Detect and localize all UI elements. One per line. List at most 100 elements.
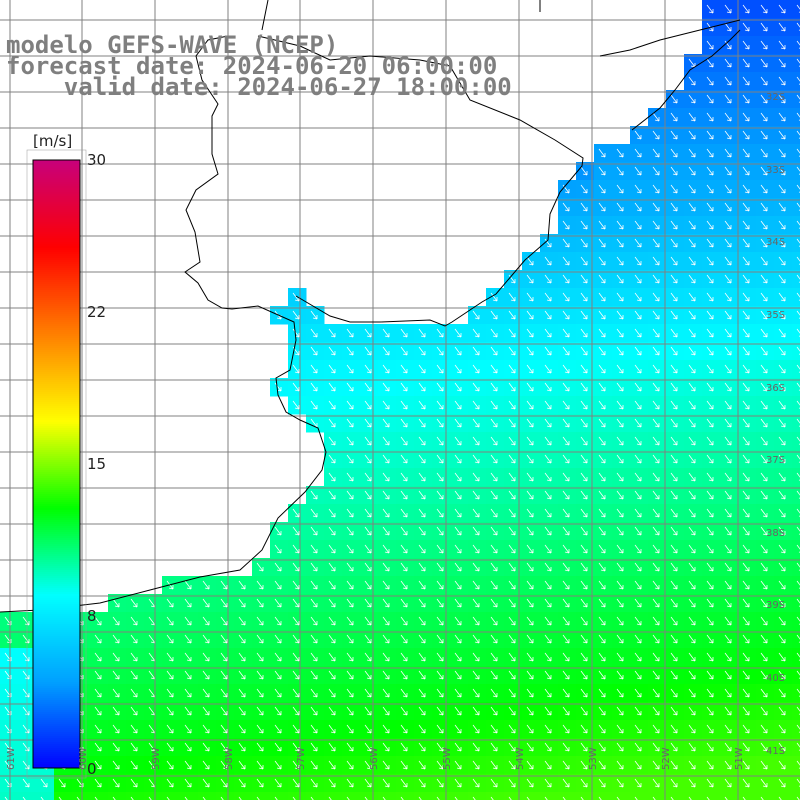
wind-arrow [472, 400, 480, 410]
wind-arrow [202, 724, 210, 734]
wind-cell [576, 270, 595, 289]
wind-cell [648, 108, 667, 127]
wind-arrow-head [582, 515, 588, 518]
wind-arrow-head [690, 785, 696, 788]
colorbar-segment [33, 446, 80, 449]
wind-cell [324, 486, 343, 505]
wind-arrow-head [636, 713, 642, 716]
wind-arrow [724, 238, 732, 248]
wind-cell [486, 756, 505, 775]
wind-cell [288, 594, 307, 613]
wind-arrow [148, 598, 156, 608]
wind-arrow [418, 382, 426, 392]
colorbar-segment [33, 224, 80, 227]
wind-arrow [112, 688, 120, 698]
wind-arrow [436, 688, 444, 698]
wind-arrow [616, 328, 624, 338]
wind-arrow-head [672, 623, 678, 626]
wind-arrow [562, 382, 570, 392]
wind-arrow [256, 778, 264, 788]
wind-arrow [796, 346, 800, 352]
wind-arrow [580, 724, 588, 734]
wind-arrow-head [510, 677, 516, 680]
wind-arrow-head [726, 371, 732, 374]
colorbar-segment [33, 380, 80, 383]
wind-arrow [724, 580, 732, 590]
wind-arrow-head [456, 515, 462, 518]
wind-arrow [256, 724, 264, 734]
wind-arrow-head [654, 245, 660, 248]
wind-arrow-head [780, 425, 786, 428]
wind-arrow [616, 238, 624, 248]
wind-arrow-head [654, 335, 660, 338]
wind-cell [576, 774, 595, 793]
wind-arrow [616, 418, 624, 428]
wind-arrow-head [474, 407, 480, 410]
wind-arrow-head [276, 713, 282, 716]
wind-arrow-head [348, 641, 354, 644]
wind-arrow-head [744, 317, 750, 320]
wind-arrow [778, 580, 786, 590]
wind-arrow-head [456, 353, 462, 356]
wind-arrow [418, 472, 426, 482]
wind-arrow-head [276, 677, 282, 680]
wind-cell [612, 648, 631, 667]
wind-cell [648, 378, 667, 397]
wind-arrow-head [546, 551, 552, 554]
wind-cell [702, 324, 721, 343]
colorbar-segment [33, 444, 80, 447]
wind-cell [792, 792, 800, 800]
wind-arrow-head [762, 641, 768, 644]
wind-arrow-head [384, 713, 390, 716]
wind-arrow-head [384, 605, 390, 608]
wind-cell [558, 792, 577, 800]
wind-arrow [616, 220, 624, 230]
wind-cell [396, 378, 415, 397]
wind-cell [756, 630, 775, 649]
wind-arrow [742, 292, 750, 302]
wind-arrow-head [600, 569, 606, 572]
wind-cell [306, 486, 325, 505]
wind-arrow [526, 508, 534, 518]
wind-cell [594, 612, 613, 631]
wind-arrow-head [654, 407, 660, 410]
wind-cell [378, 396, 397, 415]
wind-arrow [472, 778, 480, 788]
wind-arrow [562, 598, 570, 608]
wind-arrow [796, 220, 800, 226]
wind-arrow-head [222, 587, 228, 590]
wind-cell [774, 486, 793, 505]
wind-arrow [634, 130, 642, 140]
wind-arrow-head [708, 731, 714, 734]
wind-arrow [706, 310, 714, 320]
wind-arrow [706, 256, 714, 266]
wind-arrow [742, 562, 750, 572]
wind-cell [540, 324, 559, 343]
wind-arrow [616, 346, 624, 356]
wind-cell [90, 630, 109, 649]
wind-arrow [328, 472, 336, 482]
wind-arrow [724, 742, 732, 752]
wind-cell [432, 486, 451, 505]
wind-arrow-head [546, 515, 552, 518]
wind-arrow-head [726, 749, 732, 752]
wind-arrow [490, 364, 498, 374]
wind-arrow [274, 382, 282, 392]
wind-arrow-head [294, 767, 300, 770]
wind-arrow [778, 526, 786, 536]
wind-cell [612, 396, 631, 415]
wind-cell [540, 414, 559, 433]
wind-arrow-head [654, 749, 660, 752]
wind-cell [144, 792, 163, 800]
wind-cell [648, 414, 667, 433]
wind-cell [180, 756, 199, 775]
wind-cell [378, 630, 397, 649]
wind-arrow-head [276, 785, 282, 788]
colorbar-segment [33, 338, 80, 341]
wind-arrow-head [600, 677, 606, 680]
wind-arrow [670, 400, 678, 410]
wind-arrow [292, 382, 300, 392]
wind-arrow [580, 166, 588, 176]
colorbar-segment [33, 476, 80, 479]
wind-cell [702, 576, 721, 595]
